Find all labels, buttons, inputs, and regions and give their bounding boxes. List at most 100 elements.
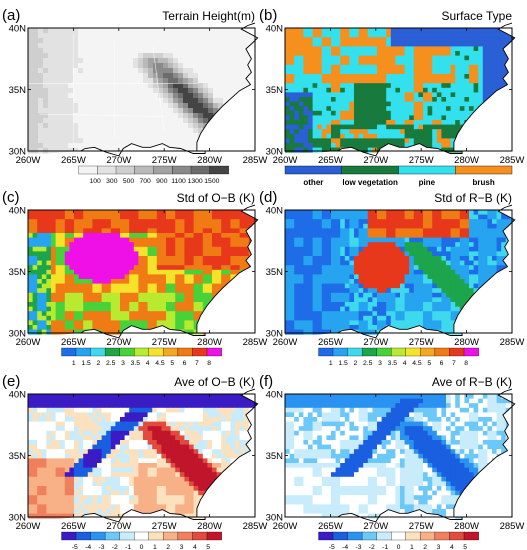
field-cell — [221, 283, 227, 289]
field-cell — [33, 68, 39, 74]
field-cell — [372, 246, 378, 252]
field-cell — [147, 292, 153, 298]
field-cell — [390, 87, 396, 93]
field-cell — [178, 83, 184, 89]
field-cell — [473, 92, 479, 98]
y-tick-label: 35N — [9, 267, 27, 278]
field-cell — [285, 251, 290, 257]
field-cell — [124, 251, 130, 257]
field-cell — [198, 210, 204, 215]
field-cell — [193, 214, 199, 220]
field-cell — [464, 64, 470, 70]
field-cell — [63, 53, 69, 59]
field-cell — [133, 242, 139, 248]
field-cell — [213, 73, 219, 79]
field-cell — [335, 233, 341, 238]
field-cell — [372, 223, 378, 229]
field-cell — [344, 60, 350, 66]
field-cell — [147, 210, 153, 215]
field-cell — [400, 297, 405, 303]
field-cell — [459, 41, 465, 47]
field-cell — [400, 120, 405, 125]
field-cell — [28, 274, 33, 280]
field-cell — [178, 98, 184, 104]
field-cell — [432, 110, 438, 116]
field-cell — [317, 288, 323, 294]
field-cell — [184, 302, 190, 307]
field-cell — [63, 103, 69, 109]
field-cell — [492, 251, 497, 257]
field-cell — [340, 120, 346, 125]
field-cell — [386, 78, 392, 84]
field-cell — [110, 237, 116, 243]
field-cell — [395, 274, 401, 280]
field-cell — [464, 274, 470, 280]
field-cell — [198, 98, 204, 104]
field-cell — [409, 101, 415, 107]
field-cell — [363, 279, 369, 284]
field-cell — [413, 274, 419, 280]
field-cell — [482, 37, 488, 43]
field-cell — [133, 288, 139, 294]
field-cell — [487, 246, 493, 252]
field-cell — [450, 288, 456, 294]
field-cell — [367, 106, 373, 112]
field-cell — [207, 269, 213, 275]
field-cell — [482, 60, 488, 66]
field-cell — [216, 283, 222, 289]
field-cell — [106, 260, 112, 266]
field-cell — [473, 55, 479, 61]
field-cell — [354, 41, 359, 47]
field-cell — [138, 279, 144, 284]
field-cell — [446, 256, 451, 261]
field-cell — [464, 101, 470, 107]
field-cell — [501, 260, 507, 266]
field-cell — [413, 32, 419, 38]
field-cell — [37, 302, 43, 307]
field-cell — [363, 28, 369, 33]
field-cell — [32, 242, 38, 248]
field-cell — [340, 246, 346, 252]
field-cell — [294, 292, 300, 298]
field-cell — [118, 128, 124, 134]
field-cell — [377, 69, 382, 75]
field-cell — [321, 269, 327, 275]
field-cell — [69, 269, 75, 275]
field-cell — [450, 233, 456, 238]
field-cell — [69, 228, 75, 234]
field-cell — [128, 93, 134, 99]
field-cell — [372, 256, 378, 261]
field-cell — [386, 115, 392, 121]
field-cell — [103, 123, 109, 129]
field-cell — [377, 110, 382, 116]
field-cell — [294, 223, 300, 229]
field-cell — [377, 115, 382, 121]
field-cell — [106, 297, 112, 303]
field-cell — [216, 246, 222, 252]
field-cell — [175, 260, 181, 266]
field-cell — [450, 246, 456, 252]
field-cell — [381, 297, 387, 303]
field-cell — [138, 103, 144, 109]
field-cell — [238, 83, 244, 89]
field-cell — [69, 320, 75, 326]
field-cell — [478, 101, 484, 107]
field-cell — [43, 123, 49, 129]
field-cell — [326, 223, 332, 229]
field-cell — [303, 124, 309, 130]
field-cell — [427, 106, 433, 112]
field-cell — [321, 55, 327, 61]
field-cell — [372, 297, 378, 303]
field-cell — [289, 60, 295, 66]
field-cell — [60, 283, 66, 289]
field-cell — [331, 120, 336, 125]
field-cell — [289, 256, 295, 261]
field-cell — [354, 143, 359, 148]
field-cell — [235, 256, 240, 261]
field-cell — [321, 233, 327, 238]
field-cell — [386, 60, 392, 66]
field-cell — [441, 233, 447, 238]
field-cell — [427, 274, 433, 280]
field-cell — [129, 214, 135, 220]
field-cell — [68, 58, 74, 64]
